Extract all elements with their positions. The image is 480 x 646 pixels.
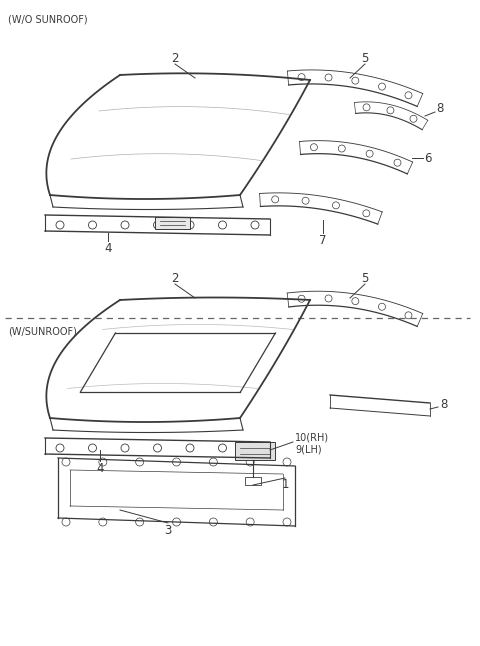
Text: 8: 8 bbox=[440, 399, 447, 412]
Text: 3: 3 bbox=[164, 523, 172, 536]
Text: 10(RH): 10(RH) bbox=[295, 433, 329, 443]
Text: 8: 8 bbox=[436, 101, 444, 114]
Text: 4: 4 bbox=[96, 461, 104, 475]
Text: 9(LH): 9(LH) bbox=[295, 445, 322, 455]
Text: 5: 5 bbox=[361, 52, 369, 65]
Text: 6: 6 bbox=[424, 152, 432, 165]
FancyBboxPatch shape bbox=[245, 477, 261, 485]
Text: 5: 5 bbox=[361, 271, 369, 284]
Text: 1: 1 bbox=[281, 479, 289, 492]
FancyBboxPatch shape bbox=[155, 217, 190, 229]
Text: (W/O SUNROOF): (W/O SUNROOF) bbox=[8, 14, 88, 24]
Text: 2: 2 bbox=[171, 52, 179, 65]
Text: 4: 4 bbox=[104, 242, 112, 255]
Text: (W/SUNROOF): (W/SUNROOF) bbox=[8, 326, 77, 336]
Text: 7: 7 bbox=[319, 233, 327, 247]
Text: 2: 2 bbox=[171, 271, 179, 284]
FancyBboxPatch shape bbox=[235, 442, 275, 460]
